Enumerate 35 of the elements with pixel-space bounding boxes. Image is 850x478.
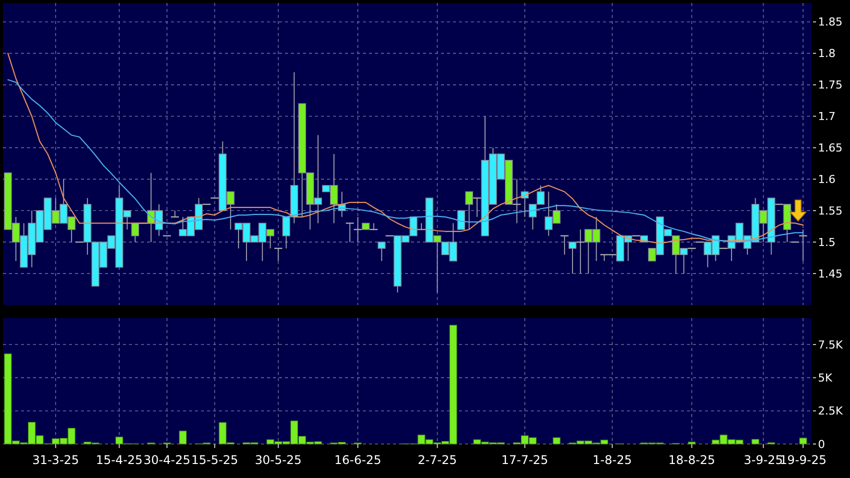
y-tick-label: 1.6 [818,173,836,186]
candlestick [512,178,522,224]
y-tick-label: 1.45 [818,267,842,280]
x-tick-label: 1-8-25 [592,453,632,467]
y-tick-label: 1.75 [818,78,842,92]
candlestick [465,191,474,230]
x-tick-label: 18-8-25 [668,453,716,467]
bar [179,430,187,444]
x-tick-label: 17-7-25 [501,453,548,467]
candlestick [345,222,354,243]
y-tick-label: 1.8 [818,47,836,60]
candlestick [798,229,808,262]
y-tick-label: 0 [818,438,825,451]
y-tick-label: 1.5 [818,236,836,249]
bar [799,438,807,444]
candlestick [560,235,570,256]
x-tick-label: 15-5-25 [191,453,238,467]
y-tick-label: 1.55 [818,204,842,218]
candlestick [457,210,466,230]
x-tick-label: 30-5-25 [254,453,302,467]
y-tick-label: 1.7 [818,110,836,124]
x-tick-label: 15-4-25 [96,453,143,467]
candlestick [378,242,386,262]
x-tick-label: 31-3-25 [32,453,80,467]
bar [552,437,560,444]
x-tick-label: 2-7-25 [418,453,457,467]
y-tick-label: 1.65 [818,142,842,155]
y-tick-label: 1.85 [818,16,842,29]
y-tick-label: 2.5K [818,404,844,418]
y-tick-label: 7.5K [818,338,844,352]
y-tick-label: 5K [818,372,833,385]
candlestick [568,242,576,274]
x-tick-label: 16-6-25 [334,453,382,467]
bar [752,439,760,444]
x-tick-label: 30-4-25 [144,453,190,467]
